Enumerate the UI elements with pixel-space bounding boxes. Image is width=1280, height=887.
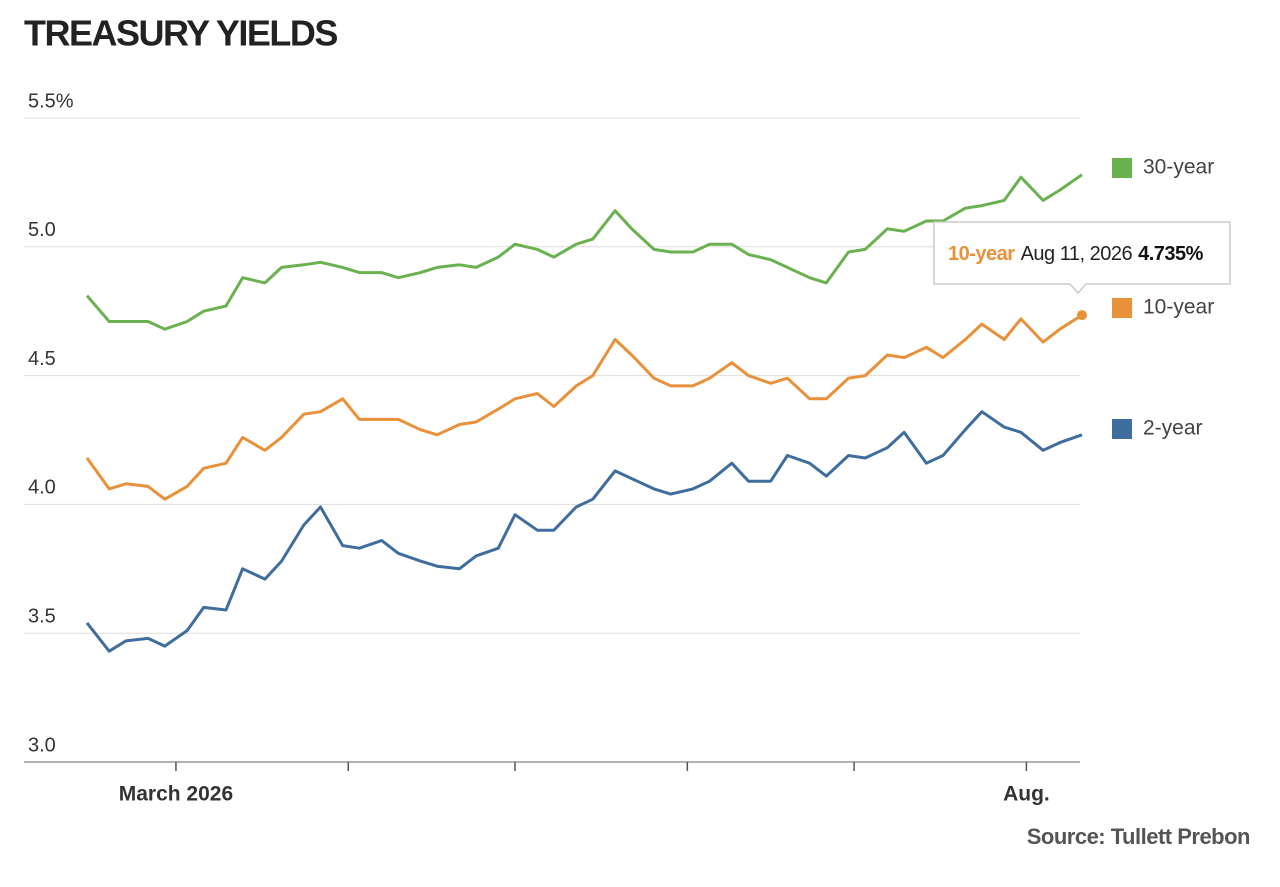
legend-label: 10-year	[1143, 296, 1214, 319]
chart-title: TREASURY YIELDS	[24, 13, 337, 54]
y-tick-label: 5.5%	[28, 90, 74, 112]
y-tick-label: 3.5	[28, 605, 56, 627]
series-line	[85, 313, 1083, 501]
y-tick-label: 4.0	[28, 477, 56, 499]
legend-swatch	[1112, 298, 1132, 318]
source: Source: Tullett Prebon	[1027, 824, 1250, 849]
x-tick-label: March 2026	[119, 783, 233, 806]
y-tick-label: 4.5	[28, 348, 56, 370]
legend-swatch	[1112, 158, 1132, 178]
tooltip-text: 10-year Aug 11, 2026 4.735%	[948, 243, 1204, 265]
tooltip-point	[1077, 310, 1087, 321]
legend-label: 2-year	[1143, 417, 1203, 440]
y-tick-label: 5.0	[28, 219, 56, 241]
tooltip-series: 10-year	[948, 243, 1015, 265]
series-line	[85, 173, 1083, 331]
tooltip-value: 4.735%	[1138, 243, 1204, 265]
tooltip-date: Aug 11, 2026	[1021, 243, 1133, 265]
x-tick-label: Aug.	[1003, 783, 1050, 806]
y-tick-label: 3.0	[28, 734, 56, 756]
tooltip: 10-year Aug 11, 2026 4.735%	[933, 221, 1231, 295]
legend-label: 30-year	[1143, 156, 1214, 179]
series-line	[85, 410, 1083, 653]
tooltip-box	[933, 221, 1231, 295]
legend-swatch	[1112, 419, 1132, 439]
